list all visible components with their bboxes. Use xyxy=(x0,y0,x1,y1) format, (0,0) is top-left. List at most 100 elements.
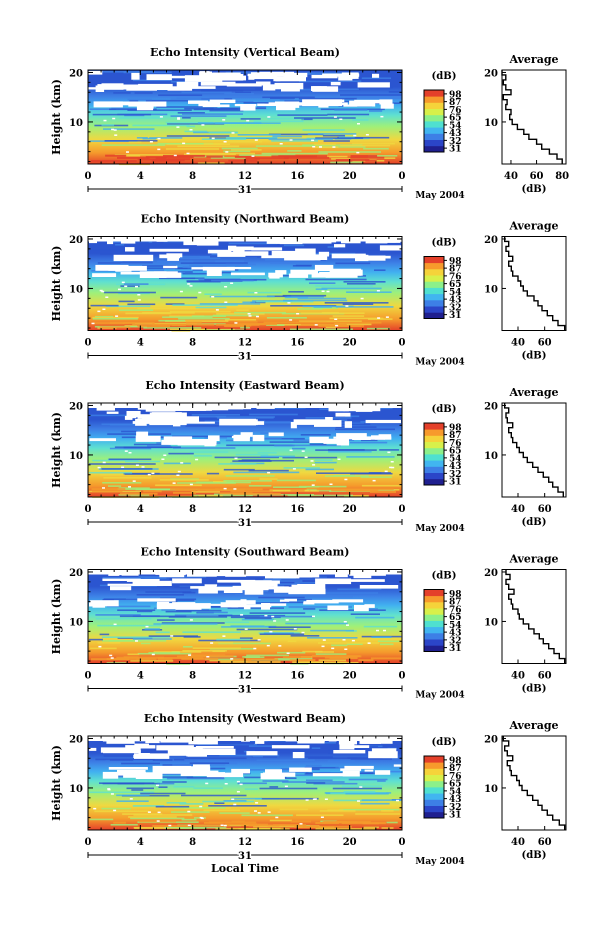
heatmap-gap xyxy=(189,619,193,621)
colorbar-frame xyxy=(423,755,445,819)
heatmap-streak xyxy=(309,443,327,445)
heatmap-gap xyxy=(215,309,219,311)
heatmap-gap xyxy=(329,483,333,485)
heatmap-gap xyxy=(309,436,329,443)
heatmap-gap xyxy=(175,748,192,753)
heatmap-streak xyxy=(129,742,153,745)
heatmap-streak xyxy=(330,161,363,164)
heatmap-streak xyxy=(298,756,333,758)
heatmap-gap xyxy=(281,86,300,92)
heatmap-streak xyxy=(88,249,126,251)
avg-y-tick-label: 20 xyxy=(484,734,498,745)
colorbar-tick-label: 43 xyxy=(449,795,462,805)
heatmap-streak xyxy=(184,89,236,92)
heatmap-gap xyxy=(364,604,375,608)
heatmap-gap xyxy=(260,586,294,590)
colorbar-tick-label: 87 xyxy=(449,764,462,774)
heatmap-gap xyxy=(109,654,113,657)
heatmap-gap xyxy=(331,253,366,259)
heatmap-streak xyxy=(172,435,240,438)
heatmap-gap xyxy=(335,324,339,327)
heatmap-streak xyxy=(315,137,364,139)
heatmap-streak xyxy=(236,628,298,631)
x-tick-label: 4 xyxy=(137,837,144,848)
heatmap-gap xyxy=(98,645,102,648)
heatmap-streak xyxy=(176,609,222,612)
heatmap-streak xyxy=(224,92,254,95)
heatmap-streak xyxy=(181,818,197,821)
colorbar-swatch xyxy=(424,306,444,313)
colorbar-swatch xyxy=(424,620,444,628)
heatmap-gap xyxy=(156,603,189,610)
colorbar-tick-label: 87 xyxy=(449,598,462,608)
heatmap-streak xyxy=(181,794,247,797)
heatmap-gap xyxy=(157,811,161,814)
heatmap-gap xyxy=(127,415,137,419)
heatmap-streak xyxy=(136,137,148,139)
heatmap-streak xyxy=(221,147,258,150)
heatmap-gap xyxy=(124,450,128,452)
heatmap-streak xyxy=(310,629,354,632)
heatmap-gap xyxy=(288,273,309,278)
x-tick-label: 20 xyxy=(343,671,357,682)
colorbar-tick-label: 54 xyxy=(449,121,462,131)
heatmap-streak xyxy=(250,437,282,440)
heatmap-gap xyxy=(326,290,330,293)
heatmap-streak xyxy=(288,606,352,608)
heatmap-streak xyxy=(121,430,138,433)
heatmap-streak xyxy=(348,778,388,781)
heatmap-gap xyxy=(359,585,399,589)
heatmap-streak xyxy=(114,154,174,156)
heatmap-gap xyxy=(128,452,132,454)
average-title: Average xyxy=(508,719,558,732)
colorbar-swatch xyxy=(424,793,444,800)
heatmap-gap xyxy=(88,70,103,75)
x-tick-label: 0 xyxy=(85,171,92,182)
heatmap-streak xyxy=(165,121,214,124)
panel-title: Echo Intensity (Westward Beam) xyxy=(144,712,346,725)
heatmap-gap xyxy=(207,249,232,254)
heatmap-gap xyxy=(206,269,222,276)
heatmap-streak xyxy=(136,252,192,254)
heatmap-streak xyxy=(209,109,244,112)
heatmap-gap xyxy=(390,461,394,463)
heatmap-gap xyxy=(272,251,298,257)
heatmap-gap xyxy=(380,103,394,109)
heatmap-streak xyxy=(292,661,323,663)
heatmap-gap xyxy=(344,421,352,428)
heatmap-gap xyxy=(195,458,199,461)
heatmap-streak xyxy=(381,810,394,812)
panel-2: Echo Intensity (Eastward Beam) 10 20 Height… xyxy=(50,379,567,534)
heatmap-gap xyxy=(226,83,262,87)
heatmap-gap xyxy=(125,745,156,749)
heatmap-gap xyxy=(233,803,237,806)
heatmap-streak xyxy=(158,786,168,788)
heatmap-streak xyxy=(260,455,295,458)
heatmap-streak xyxy=(183,636,201,638)
heatmap-gap xyxy=(135,285,138,288)
colorbar-tick-label: 65 xyxy=(449,613,462,623)
heatmap-gap xyxy=(136,431,149,437)
heatmap-hot-streak xyxy=(197,489,237,491)
heatmap-gap xyxy=(132,580,172,586)
heatmap-gap xyxy=(255,802,259,804)
colorbar-tick-label: 32 xyxy=(449,636,462,646)
heatmap-hot-streak xyxy=(188,654,226,657)
y-tick-label: 10 xyxy=(69,617,83,628)
heatmap-streak xyxy=(311,747,321,749)
heatmap-streak xyxy=(179,803,204,805)
heatmap-streak xyxy=(165,320,229,322)
heatmap-streak xyxy=(182,113,243,115)
heatmap-streak xyxy=(177,145,240,148)
heatmap-streak xyxy=(216,417,274,419)
heatmap-streak xyxy=(218,642,271,645)
heatmap-streak xyxy=(127,98,152,101)
heatmap-streak xyxy=(244,748,300,751)
heatmap-streak xyxy=(142,137,156,140)
heatmap-gap xyxy=(349,100,376,107)
heatmap-streak xyxy=(137,652,192,655)
average-profile-line xyxy=(502,736,566,830)
heatmap-streak xyxy=(269,489,309,492)
x-tick-label: 20 xyxy=(343,837,357,848)
heatmap-streak xyxy=(315,146,339,148)
